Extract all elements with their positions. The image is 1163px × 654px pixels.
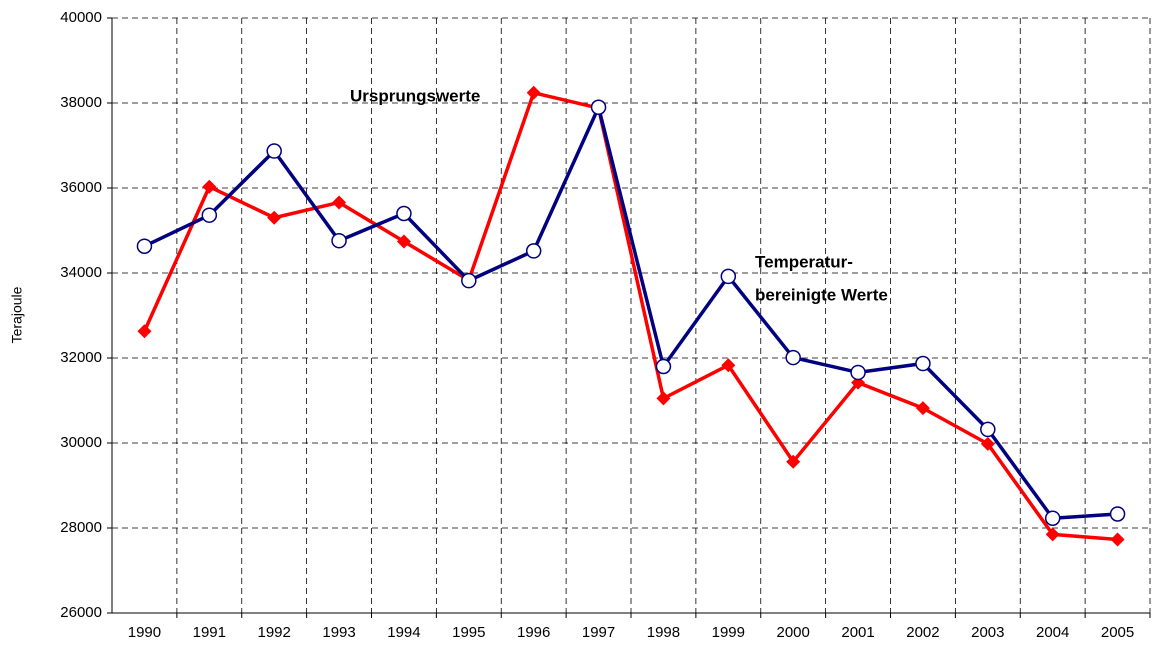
- annotation: Temperatur-: [755, 252, 853, 271]
- y-axis-label: Terajoule: [9, 286, 25, 343]
- x-tick-label: 2002: [906, 624, 939, 641]
- x-tick-label: 1995: [452, 624, 485, 641]
- y-tick-label: 26000: [60, 604, 102, 621]
- marker: [461, 272, 477, 289]
- marker: [721, 358, 736, 373]
- y-tick-label: 32000: [60, 349, 102, 366]
- x-tick-label: 1998: [647, 624, 680, 641]
- marker: [396, 205, 412, 222]
- marker: [1045, 527, 1060, 542]
- marker: [266, 143, 282, 159]
- marker: [137, 324, 152, 339]
- marker: [396, 234, 411, 249]
- x-tick-label: 2001: [841, 624, 874, 641]
- marker: [202, 179, 217, 194]
- x-tick-label: 1992: [258, 624, 291, 641]
- annotation: bereinigte Werte: [755, 285, 888, 304]
- marker: [785, 349, 801, 366]
- annotation: Ursprungswerte: [350, 86, 480, 105]
- marker: [656, 391, 671, 406]
- y-tick-label: 40000: [60, 9, 102, 26]
- marker: [1044, 510, 1061, 526]
- marker: [331, 232, 347, 249]
- x-tick-label: 1990: [128, 624, 161, 641]
- y-tick-label: 28000: [60, 519, 102, 536]
- marker: [980, 421, 996, 438]
- series-line: [143, 105, 1118, 520]
- x-tick-label: 2000: [777, 624, 810, 641]
- marker: [720, 268, 737, 285]
- y-tick-label: 30000: [60, 434, 102, 451]
- x-tick-label: 1991: [193, 624, 226, 641]
- marker: [786, 454, 801, 469]
- y-tick-label: 38000: [60, 94, 102, 111]
- x-tick-label: 2003: [971, 624, 1004, 641]
- marker: [915, 401, 930, 416]
- marker: [526, 85, 541, 100]
- marker: [525, 243, 542, 259]
- x-tick-label: 1996: [517, 624, 550, 641]
- marker: [201, 207, 218, 223]
- marker: [1109, 506, 1126, 522]
- x-tick-label: 1999: [712, 624, 745, 641]
- x-tick-label: 1997: [582, 624, 615, 641]
- x-tick-label: 2005: [1101, 624, 1134, 641]
- marker: [590, 99, 607, 115]
- marker: [1110, 532, 1125, 547]
- y-tick-label: 36000: [60, 179, 102, 196]
- marker: [915, 355, 931, 372]
- marker: [980, 436, 995, 451]
- marker: [332, 195, 347, 210]
- x-tick-label: 2004: [1036, 624, 1069, 641]
- marker: [850, 364, 866, 381]
- x-tick-label: 1993: [322, 624, 355, 641]
- series-line: [142, 91, 1118, 542]
- marker: [655, 358, 672, 375]
- marker: [136, 238, 153, 254]
- y-tick-label: 34000: [60, 264, 102, 281]
- x-tick-label: 1994: [387, 624, 420, 641]
- marker: [267, 210, 282, 225]
